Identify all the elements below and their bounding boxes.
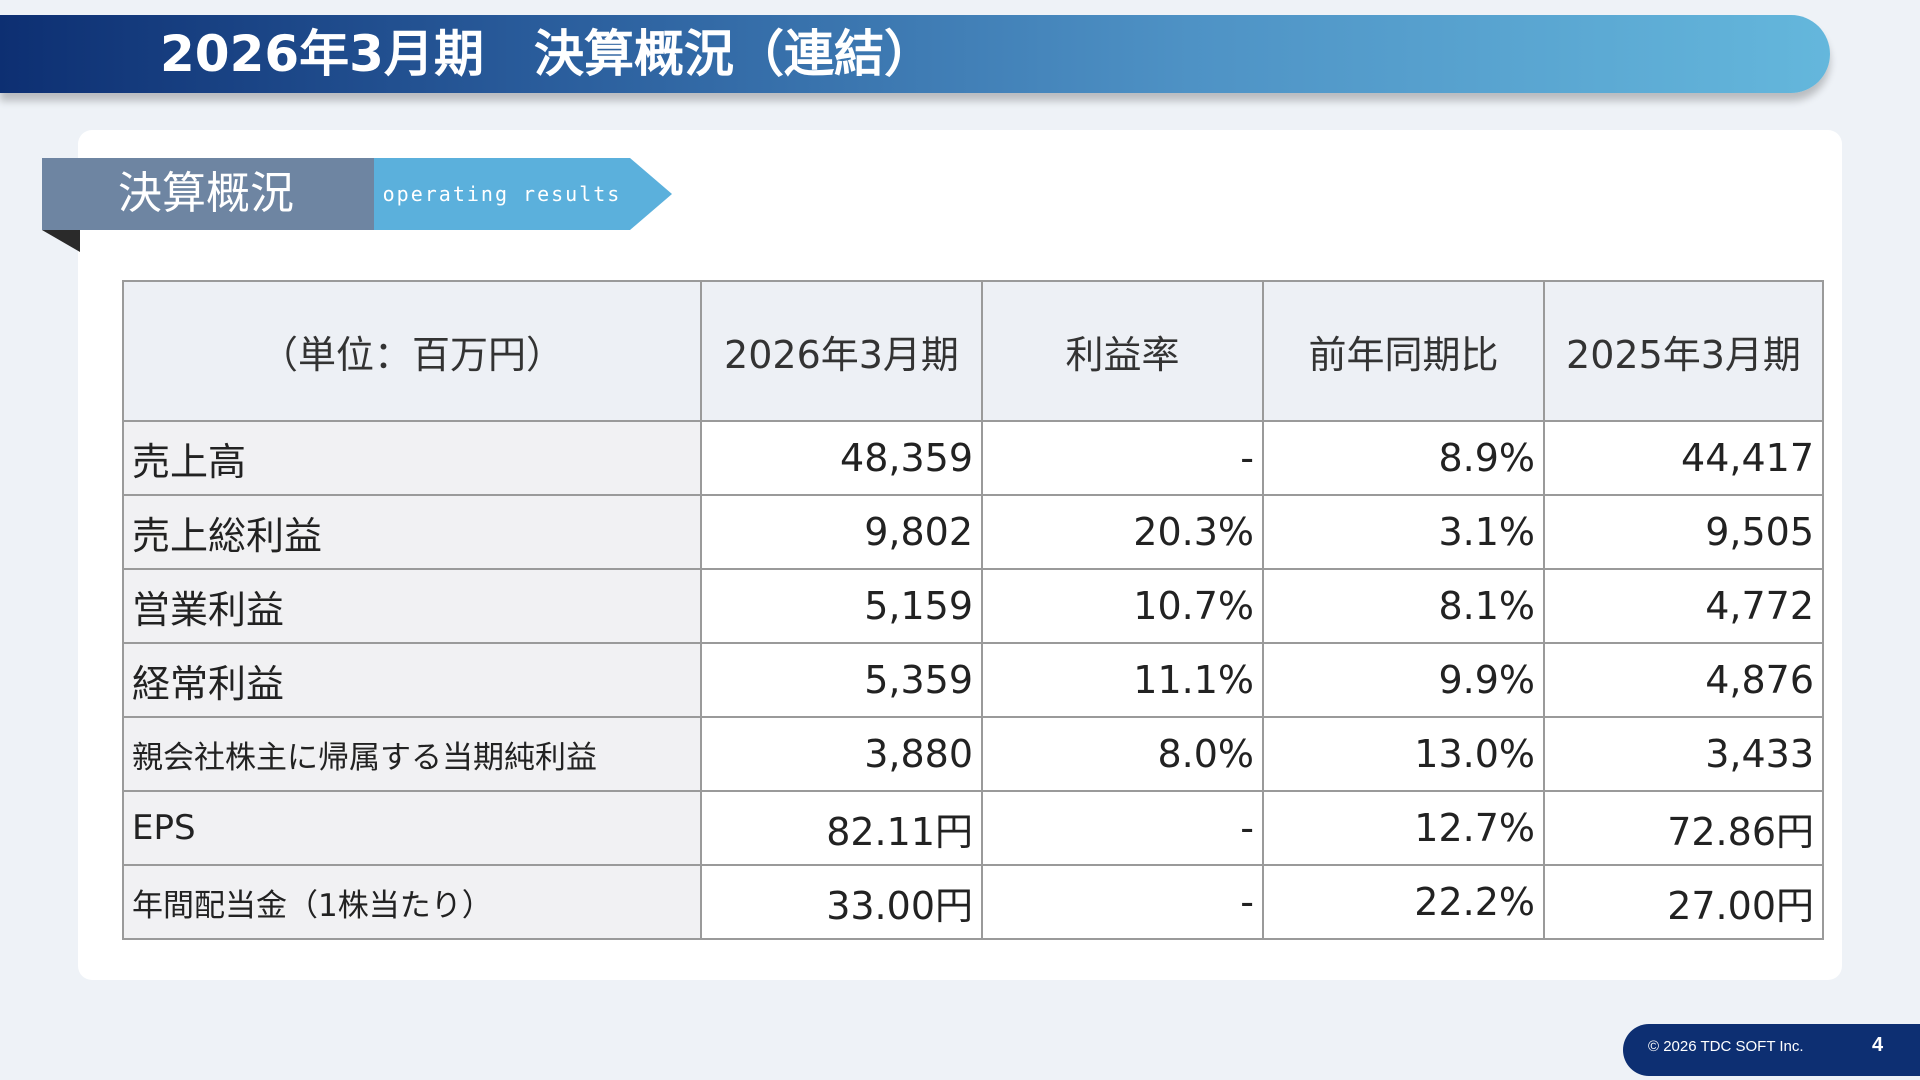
table-row: 売上総利益 9,802 20.3% 3.1% 9,505: [122, 494, 1824, 570]
row-label: 年間配当金（1株当たり）: [122, 864, 702, 940]
table-cell: 5,359: [700, 642, 983, 718]
section-sublabel: operating results: [374, 158, 630, 230]
table-row: 年間配当金（1株当たり） 33.00円 - 22.2% 27.00円: [122, 864, 1824, 940]
table-cell: 4,772: [1543, 568, 1824, 644]
table-row: 親会社株主に帰属する当期純利益 3,880 8.0% 13.0% 3,433: [122, 716, 1824, 792]
table-cell: 3,433: [1543, 716, 1824, 792]
table-cell: 72.86円: [1543, 790, 1824, 866]
table-cell: 12.7%: [1262, 790, 1545, 866]
table-cell: 10.7%: [981, 568, 1264, 644]
row-label: 経常利益: [122, 642, 702, 718]
table-cell: 5,159: [700, 568, 983, 644]
table-cell: 13.0%: [1262, 716, 1545, 792]
table-cell: 44,417: [1543, 420, 1824, 496]
copyright-text: © 2026 TDC SOFT Inc.: [1648, 1038, 1804, 1055]
table-row: 売上高 48,359 - 8.9% 44,417: [122, 420, 1824, 496]
table-cell: 11.1%: [981, 642, 1264, 718]
table-cell: 9.9%: [1262, 642, 1545, 718]
row-label: 親会社株主に帰属する当期純利益: [122, 716, 702, 792]
table-row: 営業利益 5,159 10.7% 8.1% 4,772: [122, 568, 1824, 644]
table-row: 経常利益 5,359 11.1% 9.9% 4,876: [122, 642, 1824, 718]
table-cell: 3.1%: [1262, 494, 1545, 570]
table-cell: 33.00円: [700, 864, 983, 940]
section-fold-decoration: [42, 230, 80, 252]
table-cell: 8.9%: [1262, 420, 1545, 496]
table-cell: -: [981, 420, 1264, 496]
row-label: 売上総利益: [122, 494, 702, 570]
table-cell: 22.2%: [1262, 864, 1545, 940]
section-arrow-icon: [630, 158, 672, 230]
header-fy2026: 2026年3月期: [700, 280, 983, 422]
page-number: 4: [1872, 1034, 1884, 1056]
table-cell: 9,802: [700, 494, 983, 570]
section-label: 決算概況: [42, 158, 374, 230]
table-cell: 3,880: [700, 716, 983, 792]
table-cell: 27.00円: [1543, 864, 1824, 940]
page-title: 2026年3月期 決算概況（連結）: [160, 25, 934, 83]
table-cell: -: [981, 864, 1264, 940]
table-cell: 82.11円: [700, 790, 983, 866]
table-row: EPS 82.11円 - 12.7% 72.86円: [122, 790, 1824, 866]
header-unit: （単位：百万円）: [122, 280, 702, 422]
table-cell: 9,505: [1543, 494, 1824, 570]
table-cell: 20.3%: [981, 494, 1264, 570]
header-yoy: 前年同期比: [1262, 280, 1545, 422]
table-cell: -: [981, 790, 1264, 866]
results-table: （単位：百万円） 2026年3月期 利益率 前年同期比 2025年3月期 売上高…: [122, 280, 1824, 940]
header-fy2025: 2025年3月期: [1543, 280, 1824, 422]
table-header-row: （単位：百万円） 2026年3月期 利益率 前年同期比 2025年3月期: [122, 280, 1824, 422]
footer-pill: [1623, 1024, 1920, 1076]
table-cell: 48,359: [700, 420, 983, 496]
table-cell: 8.0%: [981, 716, 1264, 792]
row-label: 売上高: [122, 420, 702, 496]
title-bar: 2026年3月期 決算概況（連結）: [0, 15, 1830, 93]
table-cell: 4,876: [1543, 642, 1824, 718]
row-label: EPS: [122, 790, 702, 866]
row-label: 営業利益: [122, 568, 702, 644]
table-cell: 8.1%: [1262, 568, 1545, 644]
header-margin: 利益率: [981, 280, 1264, 422]
